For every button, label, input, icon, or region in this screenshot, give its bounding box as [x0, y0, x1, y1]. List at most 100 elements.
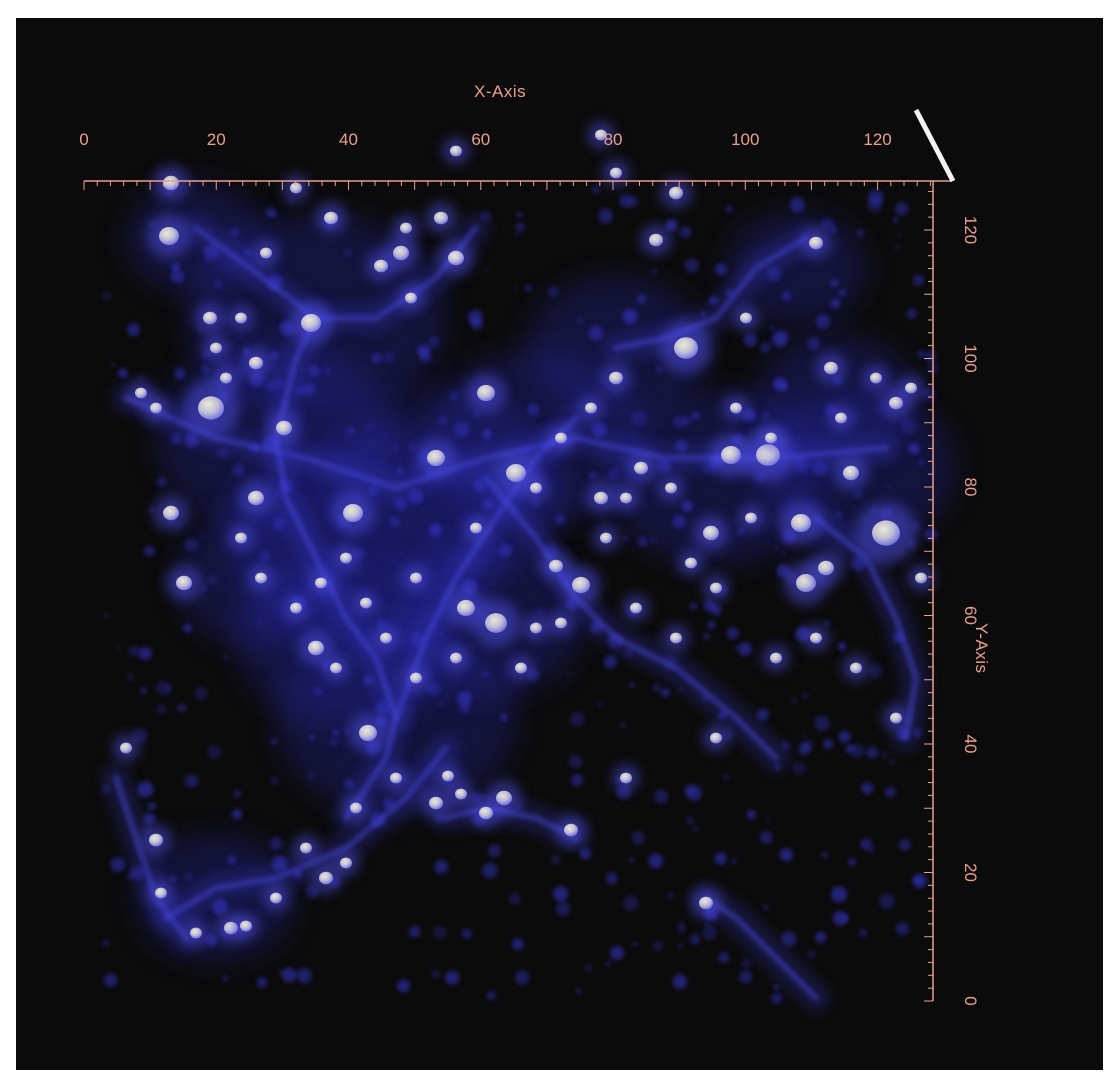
halo-core — [155, 887, 167, 899]
faint-speck — [296, 968, 312, 984]
faint-speck — [171, 262, 181, 272]
halo-core — [889, 396, 903, 410]
faint-speck — [831, 886, 847, 903]
halo-core — [410, 672, 422, 684]
faint-speck — [118, 368, 128, 378]
faint-speck — [679, 226, 692, 239]
halo-core — [595, 129, 607, 141]
halo-core — [203, 311, 217, 325]
faint-speck — [579, 847, 592, 860]
halo-core — [319, 871, 333, 885]
faint-speck — [569, 711, 585, 727]
halo-core — [470, 522, 482, 534]
faint-speck — [207, 575, 218, 586]
halo-core — [410, 572, 422, 584]
faint-speck — [838, 730, 851, 743]
axis-corner-edge — [913, 108, 956, 183]
faint-speck — [889, 758, 896, 765]
filament-path — [163, 745, 449, 921]
filament-path — [393, 415, 579, 721]
faint-speck — [746, 809, 756, 820]
halo-core — [359, 724, 377, 742]
faint-speck — [714, 263, 727, 276]
halo-core — [745, 512, 757, 524]
faint-speck — [821, 217, 835, 232]
faint-speck — [270, 211, 277, 218]
faint-speck — [514, 970, 530, 985]
halo-core — [290, 182, 302, 194]
faint-speck — [433, 925, 447, 940]
faint-speck — [556, 901, 571, 916]
faint-speck — [397, 979, 410, 993]
faint-speck — [588, 325, 603, 341]
faint-speck — [467, 310, 483, 325]
x-axis-tick-label: 100 — [731, 130, 759, 149]
faint-speck — [900, 418, 917, 435]
faint-speck — [771, 992, 783, 1005]
faint-speck — [439, 700, 445, 706]
halo-core — [235, 532, 247, 544]
faint-speck — [681, 500, 694, 512]
y-axis-tick-label: 100 — [961, 344, 980, 372]
faint-speck — [816, 314, 831, 329]
halo-core — [479, 806, 493, 820]
faint-speck — [830, 226, 838, 234]
faint-speck — [673, 415, 687, 429]
halo-core — [721, 446, 741, 464]
faint-speck — [366, 423, 372, 429]
halo-core — [450, 652, 462, 664]
faint-speck — [149, 507, 155, 513]
faint-speck — [229, 226, 240, 237]
faint-speck — [513, 285, 519, 291]
halo-core — [220, 372, 232, 384]
faint-speck — [654, 789, 669, 804]
faint-speck — [232, 463, 245, 477]
halo-core — [343, 504, 363, 522]
halo-core — [393, 245, 409, 261]
faint-speck — [434, 859, 449, 874]
faint-speck — [622, 535, 630, 542]
faint-speck — [672, 974, 688, 989]
visualization-frame: 0 20 40 60 80 100 120 0 20 40 60 80 100 120 X-Axis Y-… — [16, 18, 1103, 1070]
faint-speck — [515, 222, 526, 232]
faint-speck — [769, 325, 775, 331]
halo-core — [360, 597, 372, 609]
faint-speck — [856, 228, 865, 238]
faint-speck — [854, 490, 863, 500]
halo-core — [530, 482, 542, 494]
faint-speck — [806, 950, 816, 959]
faint-speck — [482, 671, 489, 678]
faint-speck — [205, 934, 218, 947]
faint-speck — [486, 990, 496, 1001]
faint-speck — [917, 350, 925, 358]
faint-speck — [568, 754, 583, 769]
y-axis-title: Y-Axis — [972, 623, 991, 674]
halo-core — [190, 927, 202, 939]
faint-speck — [598, 702, 603, 707]
faint-speck — [637, 536, 649, 547]
faint-speck — [693, 826, 698, 832]
faint-speck — [655, 365, 663, 374]
faint-speck — [140, 687, 148, 695]
faint-speck — [867, 197, 883, 213]
faint-speck — [838, 643, 845, 650]
faint-speck — [257, 619, 263, 626]
halo-core — [564, 823, 578, 837]
halo-core — [308, 640, 324, 656]
faint-speck — [281, 967, 297, 983]
faint-speck — [629, 682, 635, 688]
faint-speck — [629, 857, 635, 863]
halo-core — [810, 632, 822, 644]
x-axis-tick-label: 0 — [79, 130, 88, 149]
faint-speck — [156, 704, 167, 714]
faint-speck — [648, 853, 664, 869]
halo-core — [555, 617, 567, 629]
faint-speck — [184, 538, 198, 552]
y-axis-tick-label: 80 — [961, 478, 980, 497]
faint-speck — [895, 922, 910, 936]
faint-speck — [417, 344, 430, 358]
faint-speck — [774, 544, 779, 550]
halo-core — [506, 464, 526, 482]
faint-speck — [409, 926, 421, 938]
halo-core — [915, 572, 927, 584]
